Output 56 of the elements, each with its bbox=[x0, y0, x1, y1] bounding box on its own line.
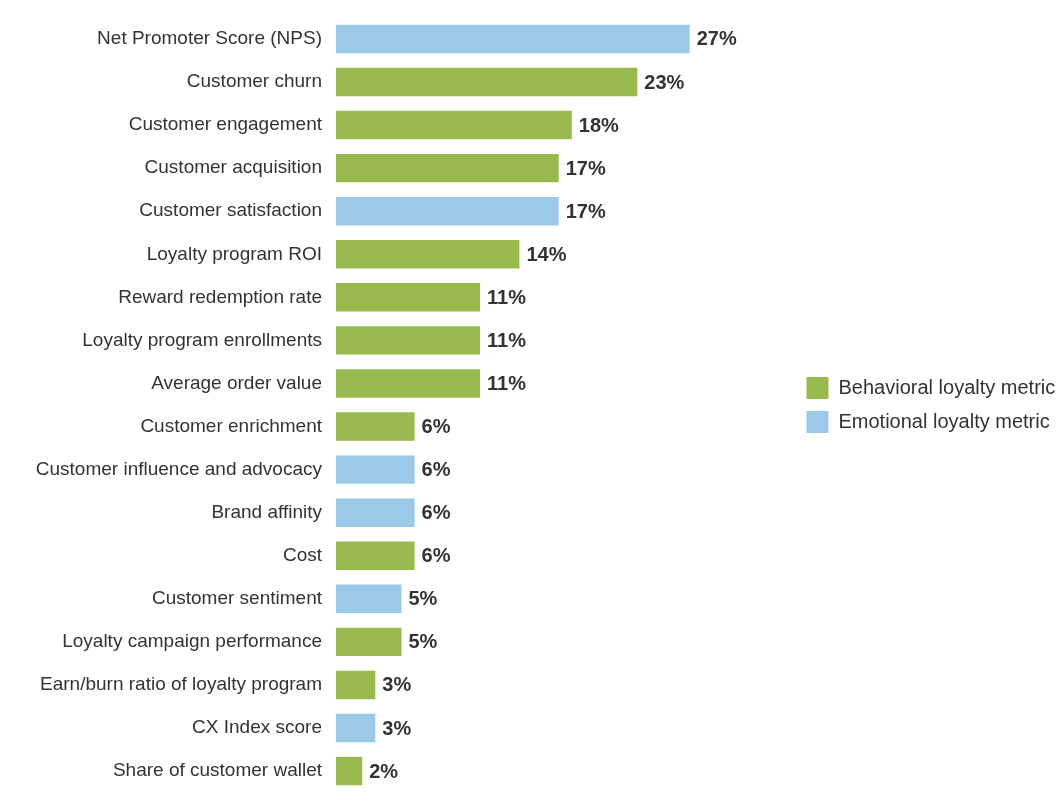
bar bbox=[336, 153, 559, 183]
bar bbox=[336, 240, 520, 269]
bar bbox=[336, 670, 376, 700]
y-tick-label: Loyalty program ROI bbox=[146, 242, 322, 264]
bar bbox=[336, 196, 559, 226]
data-label: 3% bbox=[382, 716, 412, 739]
data-label: 14% bbox=[526, 242, 567, 265]
legend-label: Emotional loyalty metric bbox=[838, 409, 1050, 432]
bar bbox=[336, 498, 415, 527]
bar bbox=[336, 584, 402, 614]
bar bbox=[336, 756, 363, 786]
data-label: 6% bbox=[421, 544, 451, 567]
bar bbox=[336, 369, 481, 398]
bar bbox=[336, 110, 572, 140]
bar bbox=[336, 627, 402, 657]
y-tick-label: Loyalty program enrollments bbox=[82, 328, 322, 350]
bar bbox=[336, 67, 638, 97]
data-label: 5% bbox=[408, 630, 438, 653]
y-tick-label: Customer engagement bbox=[128, 113, 323, 135]
y-tick-label: Net Promoter Score (NPS) bbox=[97, 27, 322, 49]
data-label: 17% bbox=[565, 199, 606, 222]
data-label: 11% bbox=[487, 285, 527, 308]
y-tick-label: Average order value bbox=[151, 371, 322, 393]
bar bbox=[336, 455, 415, 484]
y-tick-label: Customer enrichment bbox=[140, 414, 323, 436]
y-tick-label: Customer churn bbox=[186, 70, 322, 92]
data-label: 6% bbox=[421, 458, 451, 481]
data-label: 18% bbox=[578, 113, 620, 136]
bar bbox=[336, 412, 415, 441]
data-label: 23% bbox=[644, 70, 685, 93]
y-tick-label: Loyalty campaign performance bbox=[62, 630, 322, 652]
data-label: 6% bbox=[421, 501, 451, 524]
data-label: 5% bbox=[408, 587, 438, 610]
y-tick-label: Reward redemption rate bbox=[118, 285, 322, 307]
y-tick-label: Earn/burn ratio of loyalty program bbox=[40, 673, 322, 695]
bar bbox=[336, 283, 481, 312]
data-label: 17% bbox=[565, 156, 606, 179]
legend-label: Behavioral loyalty metric bbox=[838, 375, 1056, 398]
y-tick-label: Customer satisfaction bbox=[139, 199, 322, 221]
y-tick-label: Share of customer wallet bbox=[112, 759, 323, 781]
data-label: 11% bbox=[487, 371, 527, 394]
y-tick-label: Customer influence and advocacy bbox=[35, 457, 323, 479]
bar bbox=[336, 713, 376, 743]
data-label: 11% bbox=[487, 328, 527, 351]
bar bbox=[336, 541, 415, 570]
data-label: 6% bbox=[421, 415, 451, 438]
y-tick-label: CX Index score bbox=[192, 716, 322, 738]
y-tick-label: Cost bbox=[282, 543, 323, 565]
data-label: 27% bbox=[696, 27, 737, 50]
y-tick-label: Customer sentiment bbox=[151, 587, 323, 609]
bar bbox=[336, 326, 481, 355]
data-label: 2% bbox=[369, 759, 399, 782]
y-tick-label: Customer acquisition bbox=[144, 156, 322, 178]
y-tick-label: Brand affinity bbox=[211, 500, 323, 522]
data-label: 3% bbox=[382, 673, 412, 696]
bar bbox=[336, 24, 690, 54]
